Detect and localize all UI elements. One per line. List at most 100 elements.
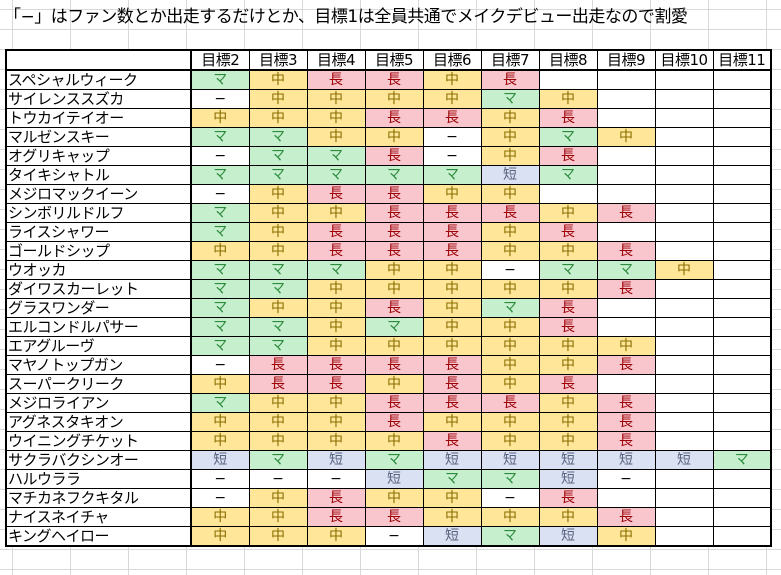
goal-cell[interactable]: 長	[248, 374, 308, 394]
header-goal-9[interactable]: 目標9	[596, 49, 656, 71]
horse-name-cell[interactable]: ウイニングチケット	[5, 431, 192, 451]
goal-cell[interactable]: 中	[306, 279, 366, 299]
goal-cell[interactable]: 中	[248, 241, 308, 261]
horse-name-cell[interactable]: スペシャルウィーク	[5, 69, 192, 90]
goal-cell[interactable]	[712, 279, 772, 299]
goal-cell[interactable]: 中	[654, 260, 714, 280]
goal-cell[interactable]: 短	[480, 165, 540, 185]
goal-cell[interactable]: 短	[654, 450, 714, 470]
goal-cell[interactable]: 中	[538, 241, 598, 261]
goal-cell[interactable]: 長	[596, 431, 656, 451]
goal-cell[interactable]: 中	[190, 241, 250, 261]
goal-cell[interactable]	[712, 507, 772, 527]
goal-cell[interactable]: 中	[422, 298, 482, 318]
goal-cell[interactable]: 長	[538, 317, 598, 337]
horse-name-cell[interactable]: マルゼンスキー	[5, 127, 192, 147]
goal-cell[interactable]: 中	[306, 431, 366, 451]
horse-name-cell[interactable]: グラスワンダー	[5, 298, 192, 318]
goal-cell[interactable]: マ	[538, 260, 598, 280]
goal-cell[interactable]	[596, 108, 656, 128]
goal-cell[interactable]	[712, 431, 772, 451]
goal-cell[interactable]: 長	[422, 374, 482, 394]
goal-cell[interactable]: 中	[248, 108, 308, 128]
goal-cell[interactable]: 長	[538, 146, 598, 166]
goal-cell[interactable]: 中	[480, 222, 540, 242]
goal-cell[interactable]: 中	[248, 488, 308, 508]
goal-cell[interactable]: 中	[538, 355, 598, 375]
goal-cell[interactable]	[712, 69, 772, 90]
goal-cell[interactable]: マ	[248, 279, 308, 299]
goal-cell[interactable]: 長	[364, 393, 424, 413]
goal-cell[interactable]: 長	[306, 222, 366, 242]
horse-name-cell[interactable]: ゴールドシップ	[5, 241, 192, 261]
goal-cell[interactable]	[712, 488, 772, 508]
goal-cell[interactable]: 短	[190, 450, 250, 470]
goal-cell[interactable]: 中	[248, 526, 308, 547]
goal-cell[interactable]: マ	[248, 127, 308, 147]
goal-cell[interactable]: 長	[480, 393, 540, 413]
goal-cell[interactable]: マ	[248, 260, 308, 280]
goal-cell[interactable]: マ	[712, 450, 772, 470]
goal-cell[interactable]: −	[190, 355, 250, 375]
goal-cell[interactable]: 中	[538, 393, 598, 413]
horse-name-cell[interactable]: ウオッカ	[5, 260, 192, 280]
goal-cell[interactable]: 中	[422, 184, 482, 204]
header-goal-4[interactable]: 目標4	[306, 49, 366, 71]
goal-cell[interactable]: 長	[422, 241, 482, 261]
goal-cell[interactable]: 長	[538, 222, 598, 242]
goal-cell[interactable]: 中	[248, 298, 308, 318]
goal-cell[interactable]	[596, 146, 656, 166]
goal-cell[interactable]: マ	[480, 469, 540, 489]
goal-cell[interactable]: マ	[306, 146, 366, 166]
goal-cell[interactable]	[712, 393, 772, 413]
goal-cell[interactable]: 中	[480, 146, 540, 166]
goal-cell[interactable]: 中	[248, 507, 308, 527]
goal-cell[interactable]: 中	[248, 184, 308, 204]
goal-cell[interactable]: 長	[422, 108, 482, 128]
goal-cell[interactable]	[712, 89, 772, 109]
goal-cell[interactable]: 中	[422, 488, 482, 508]
goal-cell[interactable]: −	[190, 469, 250, 489]
goal-cell[interactable]	[712, 146, 772, 166]
goal-cell[interactable]: 中	[538, 431, 598, 451]
goal-cell[interactable]: 長	[306, 507, 366, 527]
goal-cell[interactable]: 中	[538, 279, 598, 299]
goal-cell[interactable]: マ	[480, 89, 540, 109]
goal-cell[interactable]: 長	[248, 355, 308, 375]
goal-cell[interactable]	[712, 469, 772, 489]
goal-cell[interactable]: 長	[306, 241, 366, 261]
goal-cell[interactable]: 長	[596, 279, 656, 299]
goal-cell[interactable]: −	[480, 260, 540, 280]
goal-cell[interactable]: 短	[538, 469, 598, 489]
goal-cell[interactable]: −	[306, 469, 366, 489]
goal-cell[interactable]: −	[190, 488, 250, 508]
header-goal-5[interactable]: 目標5	[364, 49, 424, 71]
goal-cell[interactable]: 長	[596, 203, 656, 223]
goal-cell[interactable]: 中	[480, 431, 540, 451]
goal-cell[interactable]: 長	[538, 108, 598, 128]
goal-cell[interactable]: 中	[306, 393, 366, 413]
goal-cell[interactable]: 中	[306, 412, 366, 432]
goal-cell[interactable]: マ	[190, 298, 250, 318]
goal-cell[interactable]: 長	[422, 355, 482, 375]
goal-cell[interactable]: 長	[538, 374, 598, 394]
goal-cell[interactable]: 長	[364, 203, 424, 223]
goal-cell[interactable]: 中	[422, 279, 482, 299]
horse-name-cell[interactable]: スーパークリーク	[5, 374, 192, 394]
goal-cell[interactable]: マ	[190, 203, 250, 223]
goal-cell[interactable]	[596, 317, 656, 337]
goal-cell[interactable]	[712, 108, 772, 128]
goal-cell[interactable]: 中	[306, 89, 366, 109]
goal-cell[interactable]: 長	[306, 69, 366, 90]
goal-cell[interactable]	[654, 488, 714, 508]
goal-cell[interactable]	[654, 203, 714, 223]
goal-cell[interactable]: 中	[422, 336, 482, 356]
goal-cell[interactable]: 長	[596, 241, 656, 261]
goal-cell[interactable]	[654, 526, 714, 547]
goal-cell[interactable]: 短	[364, 469, 424, 489]
goal-cell[interactable]	[712, 526, 772, 547]
goal-cell[interactable]	[654, 374, 714, 394]
goal-cell[interactable]: 長	[364, 108, 424, 128]
goal-cell[interactable]: 長	[306, 355, 366, 375]
goal-cell[interactable]	[654, 222, 714, 242]
